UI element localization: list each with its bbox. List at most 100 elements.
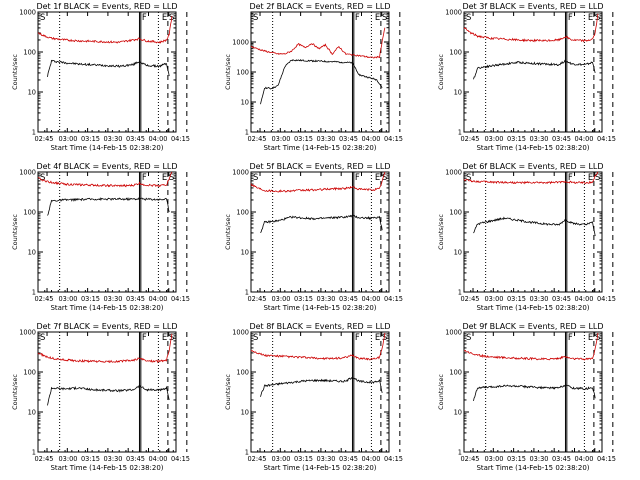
plot-frame [250,171,390,293]
y-axis-label: Counts/sec [437,54,445,90]
marker-f: F [355,333,360,343]
events-series-line [260,58,383,105]
x-tick-label: 03:00 [58,455,77,463]
y-axis-label: Counts/sec [437,374,445,410]
y-tick-label: 1 [245,449,249,457]
marker-e: E [162,333,167,343]
marker-s-left: S [40,173,45,183]
x-tick-label: 04:00 [361,135,380,143]
marker-f: F [142,13,147,23]
y-tick-label: 100 [236,209,249,217]
y-tick-label: 100 [23,369,36,377]
plot-frame [37,11,177,133]
y-tick-label: 1 [32,289,36,297]
x-axis-label: Start Time (14-Feb-15 02:38:20) [263,304,376,312]
plot-frame [463,331,603,453]
y-tick-label: 1 [245,129,249,137]
x-tick-label: 02:45 [460,455,479,463]
x-tick-label: 04:00 [574,455,593,463]
x-tick-label: 03:15 [294,135,313,143]
events-series-line [473,384,596,401]
x-tick-label: 04:15 [597,295,616,303]
x-tick-label: 03:15 [81,455,100,463]
y-tick-label: 10 [28,89,36,97]
plot-frame [250,331,390,453]
y-tick-label: 10 [454,409,462,417]
x-axis-label: Start Time (14-Feb-15 02:38:20) [263,144,376,152]
x-tick-label: 03:00 [484,295,503,303]
marker-s-left: S [40,13,45,23]
marker-f: F [355,13,360,23]
events-series-line [47,197,170,216]
x-tick-label: 02:45 [34,135,53,143]
x-tick-label: 02:45 [460,295,479,303]
x-tick-label: 02:45 [247,135,266,143]
chart-panel-2: Det 2f BLACK = Events, RED = LLD 1 10 100 10… [224,2,403,152]
lld-series-line [250,27,386,59]
x-tick-label: 03:00 [271,455,290,463]
x-tick-label: 04:15 [384,295,403,303]
x-tick-label: 03:30 [316,135,335,143]
chart-title: Det 5f BLACK = Events, RED = LLD [249,162,390,171]
x-tick-label: 04:00 [148,455,167,463]
y-tick-label: 100 [449,49,462,57]
marker-e: E [588,13,593,23]
y-tick-label: 1 [245,289,249,297]
y-tick-label: 10 [241,249,249,257]
lld-series-line [463,171,599,185]
y-tick-label: 10 [241,99,249,107]
x-tick-label: 03:00 [58,135,77,143]
x-tick-label: 03:00 [271,135,290,143]
x-tick-label: 04:00 [361,295,380,303]
x-tick-label: 03:15 [294,455,313,463]
plot-frame [37,171,177,293]
y-tick-label: 100 [236,369,249,377]
events-series-line [473,59,596,80]
y-tick-label: 10 [28,249,36,257]
x-tick-label: 03:15 [507,455,526,463]
chart-title: Det 1f BLACK = Events, RED = LLD [36,2,177,11]
y-tick-label: 10 [454,249,462,257]
events-series-line [473,216,596,237]
x-axis-label: Start Time (14-Feb-15 02:38:20) [263,464,376,472]
y-tick-label: 100 [23,209,36,217]
lld-series-line [250,171,386,193]
marker-f: F [568,13,573,23]
x-tick-label: 02:45 [247,455,266,463]
chart-title: Det 6f BLACK = Events, RED = LLD [462,162,603,171]
chart-panel-9: Det 9f BLACK = Events, RED = LLD 1 10 100 10… [437,322,616,472]
y-tick-label: 1000 [232,329,249,337]
x-tick-label: 03:45 [339,295,358,303]
x-tick-label: 03:45 [126,135,145,143]
y-axis-label: Counts/sec [11,214,19,250]
marker-e: E [162,173,167,183]
y-axis-label: Counts/sec [224,54,232,90]
x-tick-label: 04:00 [574,295,593,303]
chart-panel-3: Det 3f BLACK = Events, RED = LLD 1 10 100 10… [437,2,616,152]
x-tick-label: 03:15 [81,135,100,143]
y-tick-label: 1000 [445,329,462,337]
chart-panel-6: Det 6f BLACK = Events, RED = LLD 1 10 100 10… [437,162,616,312]
y-tick-label: 1000 [445,9,462,17]
lld-series-line [463,13,599,43]
chart-title: Det 8f BLACK = Events, RED = LLD [249,322,390,331]
y-tick-label: 1000 [19,169,36,177]
chart-panel-1: Det 1f BLACK = Events, RED = LLD 1 10 100 10… [11,2,190,152]
marker-e: E [375,333,380,343]
plot-frame [37,331,177,453]
x-tick-label: 03:30 [103,455,122,463]
x-tick-label: 03:45 [339,135,358,143]
marker-s-right: S [382,173,387,183]
lld-series-line [37,333,173,364]
marker-e: E [588,333,593,343]
x-tick-label: 03:00 [58,295,77,303]
x-tick-label: 03:45 [126,295,145,303]
x-tick-label: 03:30 [103,135,122,143]
chart-panel-7: Det 7f BLACK = Events, RED = LLD 1 10 100 10… [11,322,190,472]
marker-s-left: S [466,333,471,343]
x-tick-label: 03:15 [507,135,526,143]
x-axis-label: Start Time (14-Feb-15 02:38:20) [476,464,589,472]
lld-series-line [37,15,173,44]
marker-f: F [142,333,147,343]
